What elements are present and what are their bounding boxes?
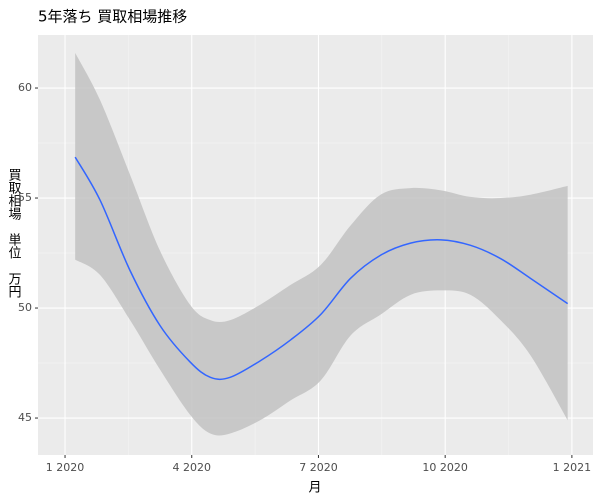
x-tick-label: 7 2020 <box>299 461 338 474</box>
y-tick-label: 55 <box>18 191 32 204</box>
x-tick-label: 1 2020 <box>46 461 85 474</box>
x-axis-title: 月 <box>308 481 321 496</box>
x-tick-label: 1 2021 <box>553 461 592 474</box>
y-tick-label: 45 <box>18 411 32 424</box>
y-tick-label: 50 <box>18 301 32 314</box>
x-tick-label: 4 2020 <box>172 461 211 474</box>
chart-title: 5年落ち 買取相場推移 <box>38 8 187 26</box>
trend-line <box>74 156 569 381</box>
confidence-band <box>75 52 568 436</box>
y-axis-title: 買取相場 単位 万円 <box>6 168 22 298</box>
x-tick-label: 10 2020 <box>422 461 468 474</box>
y-tick-label: 60 <box>18 81 32 94</box>
